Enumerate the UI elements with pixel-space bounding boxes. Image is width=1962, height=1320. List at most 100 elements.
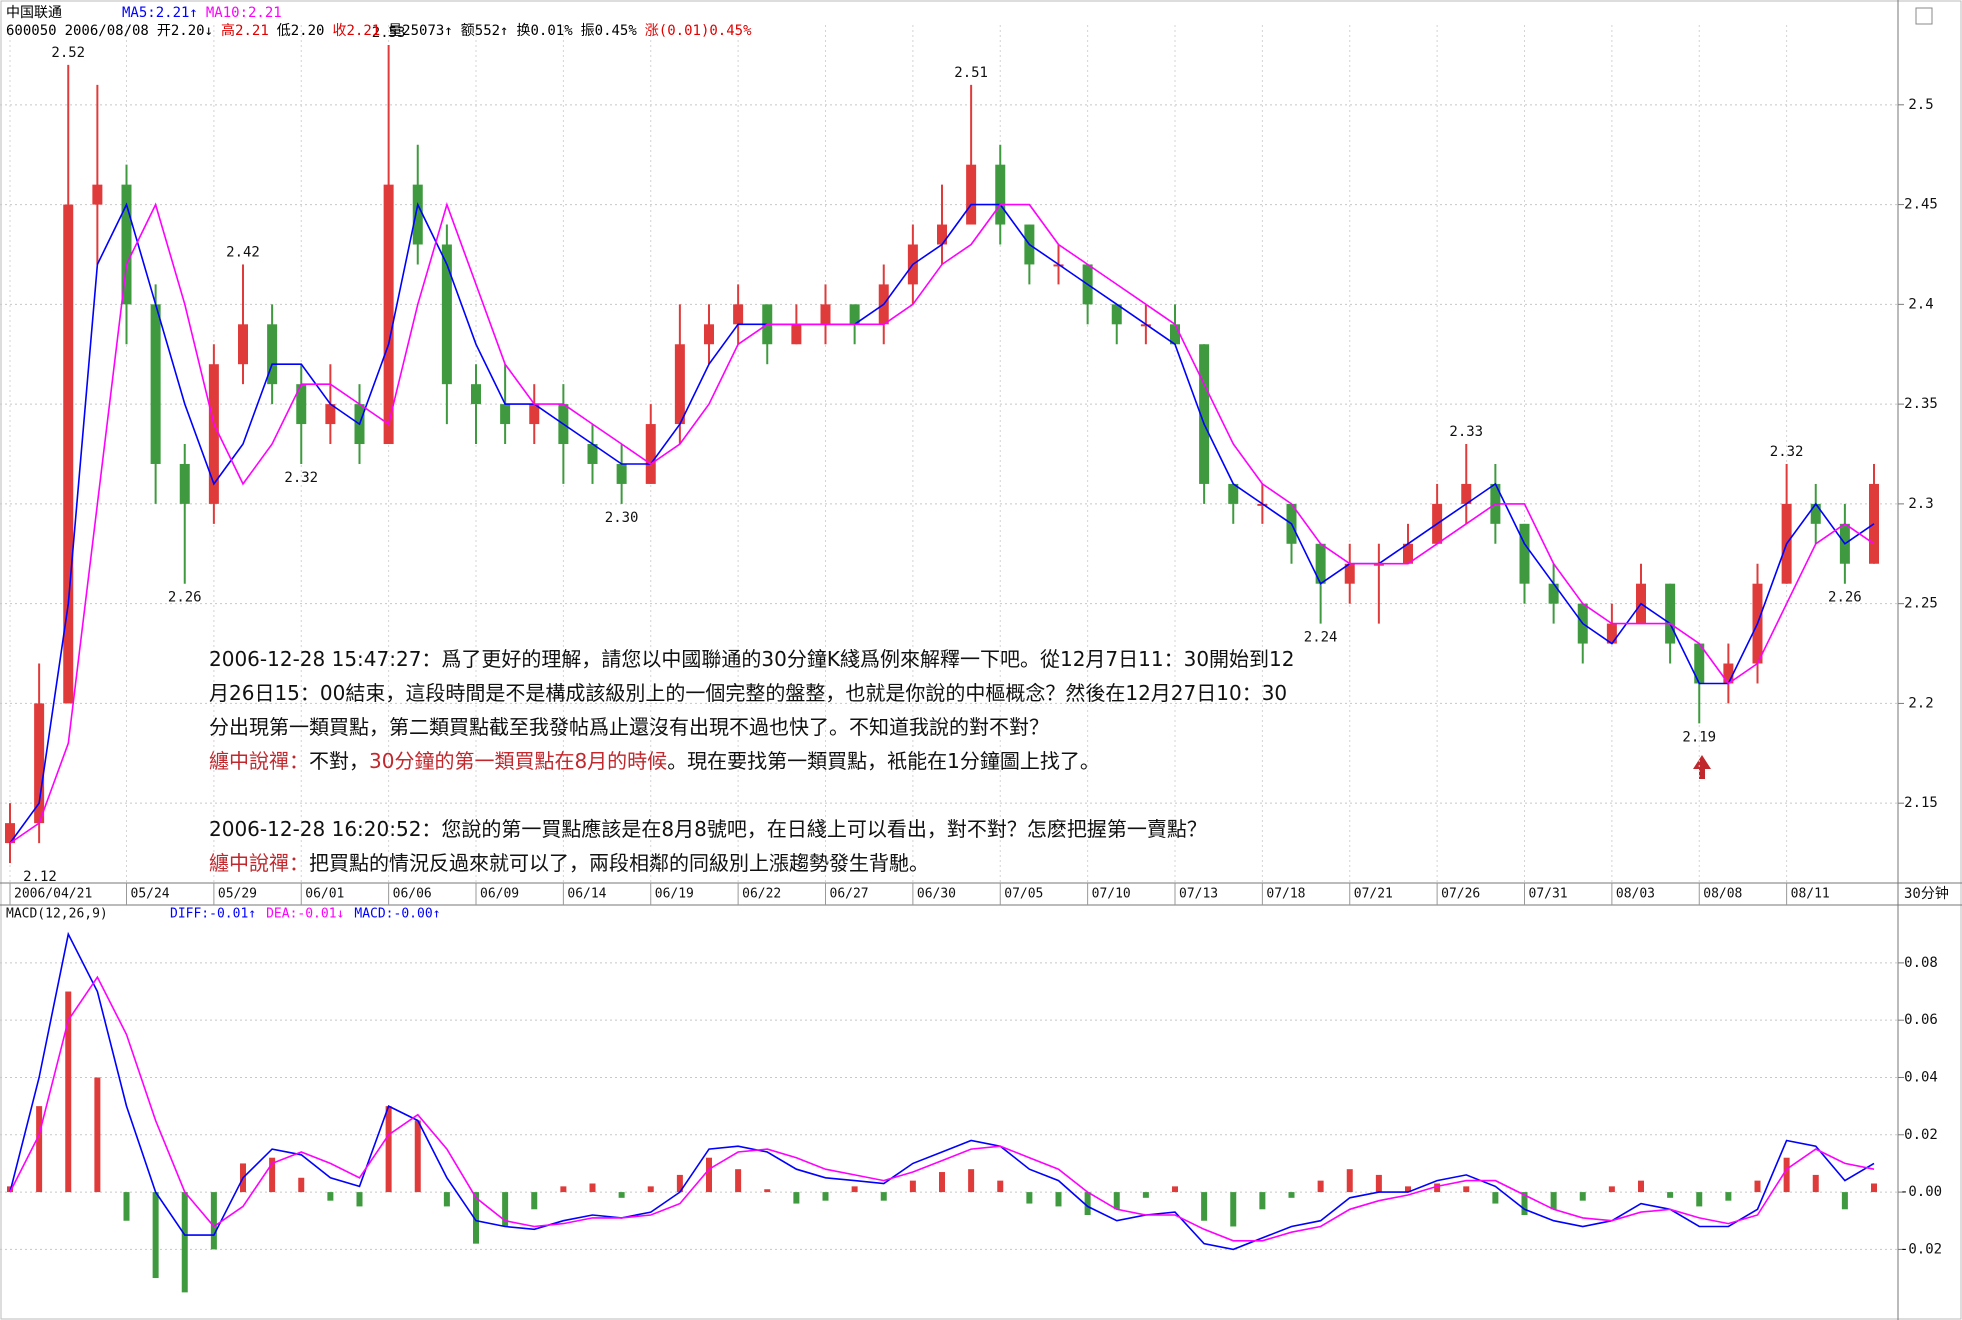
- macd-bar: [560, 1186, 567, 1193]
- candle-body: [1053, 264, 1064, 267]
- candle-body: [1199, 344, 1210, 484]
- peak-label: 2.19: [1682, 729, 1716, 745]
- candle-body: [733, 304, 744, 325]
- macd-bar: [1463, 1186, 1470, 1193]
- macd-bar: [647, 1186, 654, 1193]
- macd-bar: [735, 1169, 742, 1193]
- candle-body: [1461, 483, 1472, 504]
- macd-bar: [123, 1192, 130, 1221]
- macd-bar: [1026, 1192, 1033, 1204]
- x-tick-label: 08/11: [1791, 887, 1830, 902]
- macd-bar: [473, 1192, 479, 1244]
- candle-body: [1723, 663, 1734, 684]
- y-tick-label: 2.35: [1904, 396, 1938, 412]
- peak-label: 2.32: [1770, 444, 1804, 460]
- y-tick-label: 0.02: [1904, 1127, 1938, 1143]
- x-tick-label: 07/13: [1179, 887, 1218, 902]
- macd-bar: [997, 1180, 1004, 1193]
- stock-name: 中国联通: [6, 5, 62, 21]
- annotation-text: 纏中說禪：: [209, 851, 309, 875]
- quote-item: 振0.45%: [580, 23, 637, 39]
- candle-body: [383, 184, 394, 445]
- macd-bar: [356, 1192, 363, 1207]
- macd-bar: [181, 1192, 188, 1293]
- ma-legend-item: MA5:2.21↑: [122, 5, 198, 21]
- macd-bar: [1550, 1192, 1557, 1210]
- x-tick-label: 06/14: [567, 887, 606, 902]
- macd-bar: [939, 1172, 945, 1193]
- candle-body: [1140, 324, 1151, 327]
- candle-body: [704, 324, 714, 345]
- macd-bar: [502, 1192, 509, 1227]
- y-tick-label: 2.25: [1904, 596, 1938, 612]
- peak-label: 2.26: [1828, 590, 1862, 606]
- macd-bar: [298, 1177, 305, 1193]
- macd-bar: [968, 1169, 975, 1193]
- candle-body: [179, 463, 190, 504]
- candle-body: [1170, 324, 1180, 345]
- annotation-line: 纏中說禪：把買點的情況反過來就可以了，兩段相鄰的同級別上漲趨勢發生背馳。: [209, 846, 1295, 880]
- macd-bar: [1230, 1192, 1237, 1227]
- x-tick-label: 05/29: [218, 887, 257, 902]
- peak-label: 2.30: [605, 510, 639, 526]
- quote-item: 换0.01%: [516, 23, 573, 39]
- buy-arrow: [1693, 755, 1711, 779]
- annotation-block: 2006-12-28 16:20:52：您說的第一買點應該是在8月8號吧，在日綫…: [209, 812, 1295, 880]
- y-tick-label: -0.00: [1900, 1184, 1942, 1200]
- quote-item: 2006/08/08: [64, 23, 149, 39]
- macd-bar: [1172, 1186, 1178, 1193]
- y-tick-label: -0.02: [1900, 1241, 1942, 1257]
- candle-body: [121, 184, 132, 305]
- candle-body: [645, 424, 656, 484]
- candle-body: [1344, 563, 1355, 584]
- annotation-text: 月26日15：00結束，這段時間是不是構成該級別上的一個完整的盤整，也就是你說的…: [209, 681, 1288, 705]
- peak-label: 2.42: [226, 244, 260, 260]
- x-tick-label: 06/06: [393, 887, 432, 902]
- ma-legend: MA5:2.21↑ MA10:2.21: [122, 5, 290, 21]
- macd-bar: [618, 1192, 625, 1198]
- candle-body: [500, 404, 511, 425]
- peak-label: 2.12: [23, 869, 57, 885]
- peak-label: 2.33: [1449, 424, 1483, 440]
- annotation-line: 分出現第一類買點，第二類買點截至我發帖爲止還沒有出現不過也快了。不知道我說的對不…: [209, 710, 1295, 744]
- candle-body: [791, 324, 802, 345]
- macd-bar: [1783, 1157, 1790, 1193]
- annotation-text: 2006-12-28 15:47:27：爲了更好的理解，請您以中國聯通的30分鐘…: [209, 647, 1295, 671]
- macd-bar: [880, 1192, 887, 1201]
- macd-bar: [1725, 1192, 1732, 1201]
- macd-bar: [327, 1192, 334, 1201]
- candle-body: [296, 384, 307, 425]
- x-tick-label: 06/27: [830, 887, 869, 902]
- annotation-text: 。現在要找第一類買點，衹能在1分鐘圖上找了。: [667, 749, 1100, 773]
- y-tick-label: 0.08: [1904, 955, 1938, 971]
- macd-bar: [385, 1106, 392, 1193]
- candle-body: [325, 404, 336, 425]
- quote-item: 收2.21: [332, 23, 381, 39]
- candle-body: [849, 304, 860, 325]
- annotation-text: 不對，: [309, 749, 369, 773]
- annotation-text: 分出現第一類買點，第二類買點截至我發帖爲止還沒有出現不過也快了。不知道我說的對不…: [209, 715, 1049, 739]
- x-tick-label: 07/31: [1529, 887, 1568, 902]
- x-tick-label: 06/09: [480, 887, 519, 902]
- candle-body: [63, 204, 74, 704]
- macd-bar: [1754, 1180, 1761, 1193]
- y-tick-label: 2.2: [1908, 695, 1933, 711]
- candle-body: [1606, 623, 1617, 644]
- macd-bar: [1084, 1192, 1091, 1216]
- macd-bar: [1871, 1183, 1877, 1193]
- peak-label: 2.32: [284, 470, 318, 486]
- peak-label: 2.24: [1304, 630, 1338, 646]
- candle-body: [1665, 583, 1676, 644]
- line-ma5: [9, 202, 1875, 844]
- candle-body: [529, 404, 540, 425]
- annotation: 2006-12-28 15:47:27：爲了更好的理解，請您以中國聯通的30分鐘…: [209, 642, 1295, 914]
- quote-item: 额552↑: [460, 23, 509, 39]
- macd-bar: [822, 1192, 829, 1201]
- macd-bar: [1113, 1192, 1120, 1210]
- macd-bar: [269, 1157, 276, 1193]
- peak-label: 2.52: [51, 45, 85, 61]
- candle-body: [966, 164, 977, 225]
- annotation-text: 2006-12-28 16:20:52：您說的第一買點應該是在8月8號吧，在日綫…: [209, 817, 1207, 841]
- annotation-line: 2006-12-28 15:47:27：爲了更好的理解，請您以中國聯通的30分鐘…: [209, 642, 1295, 676]
